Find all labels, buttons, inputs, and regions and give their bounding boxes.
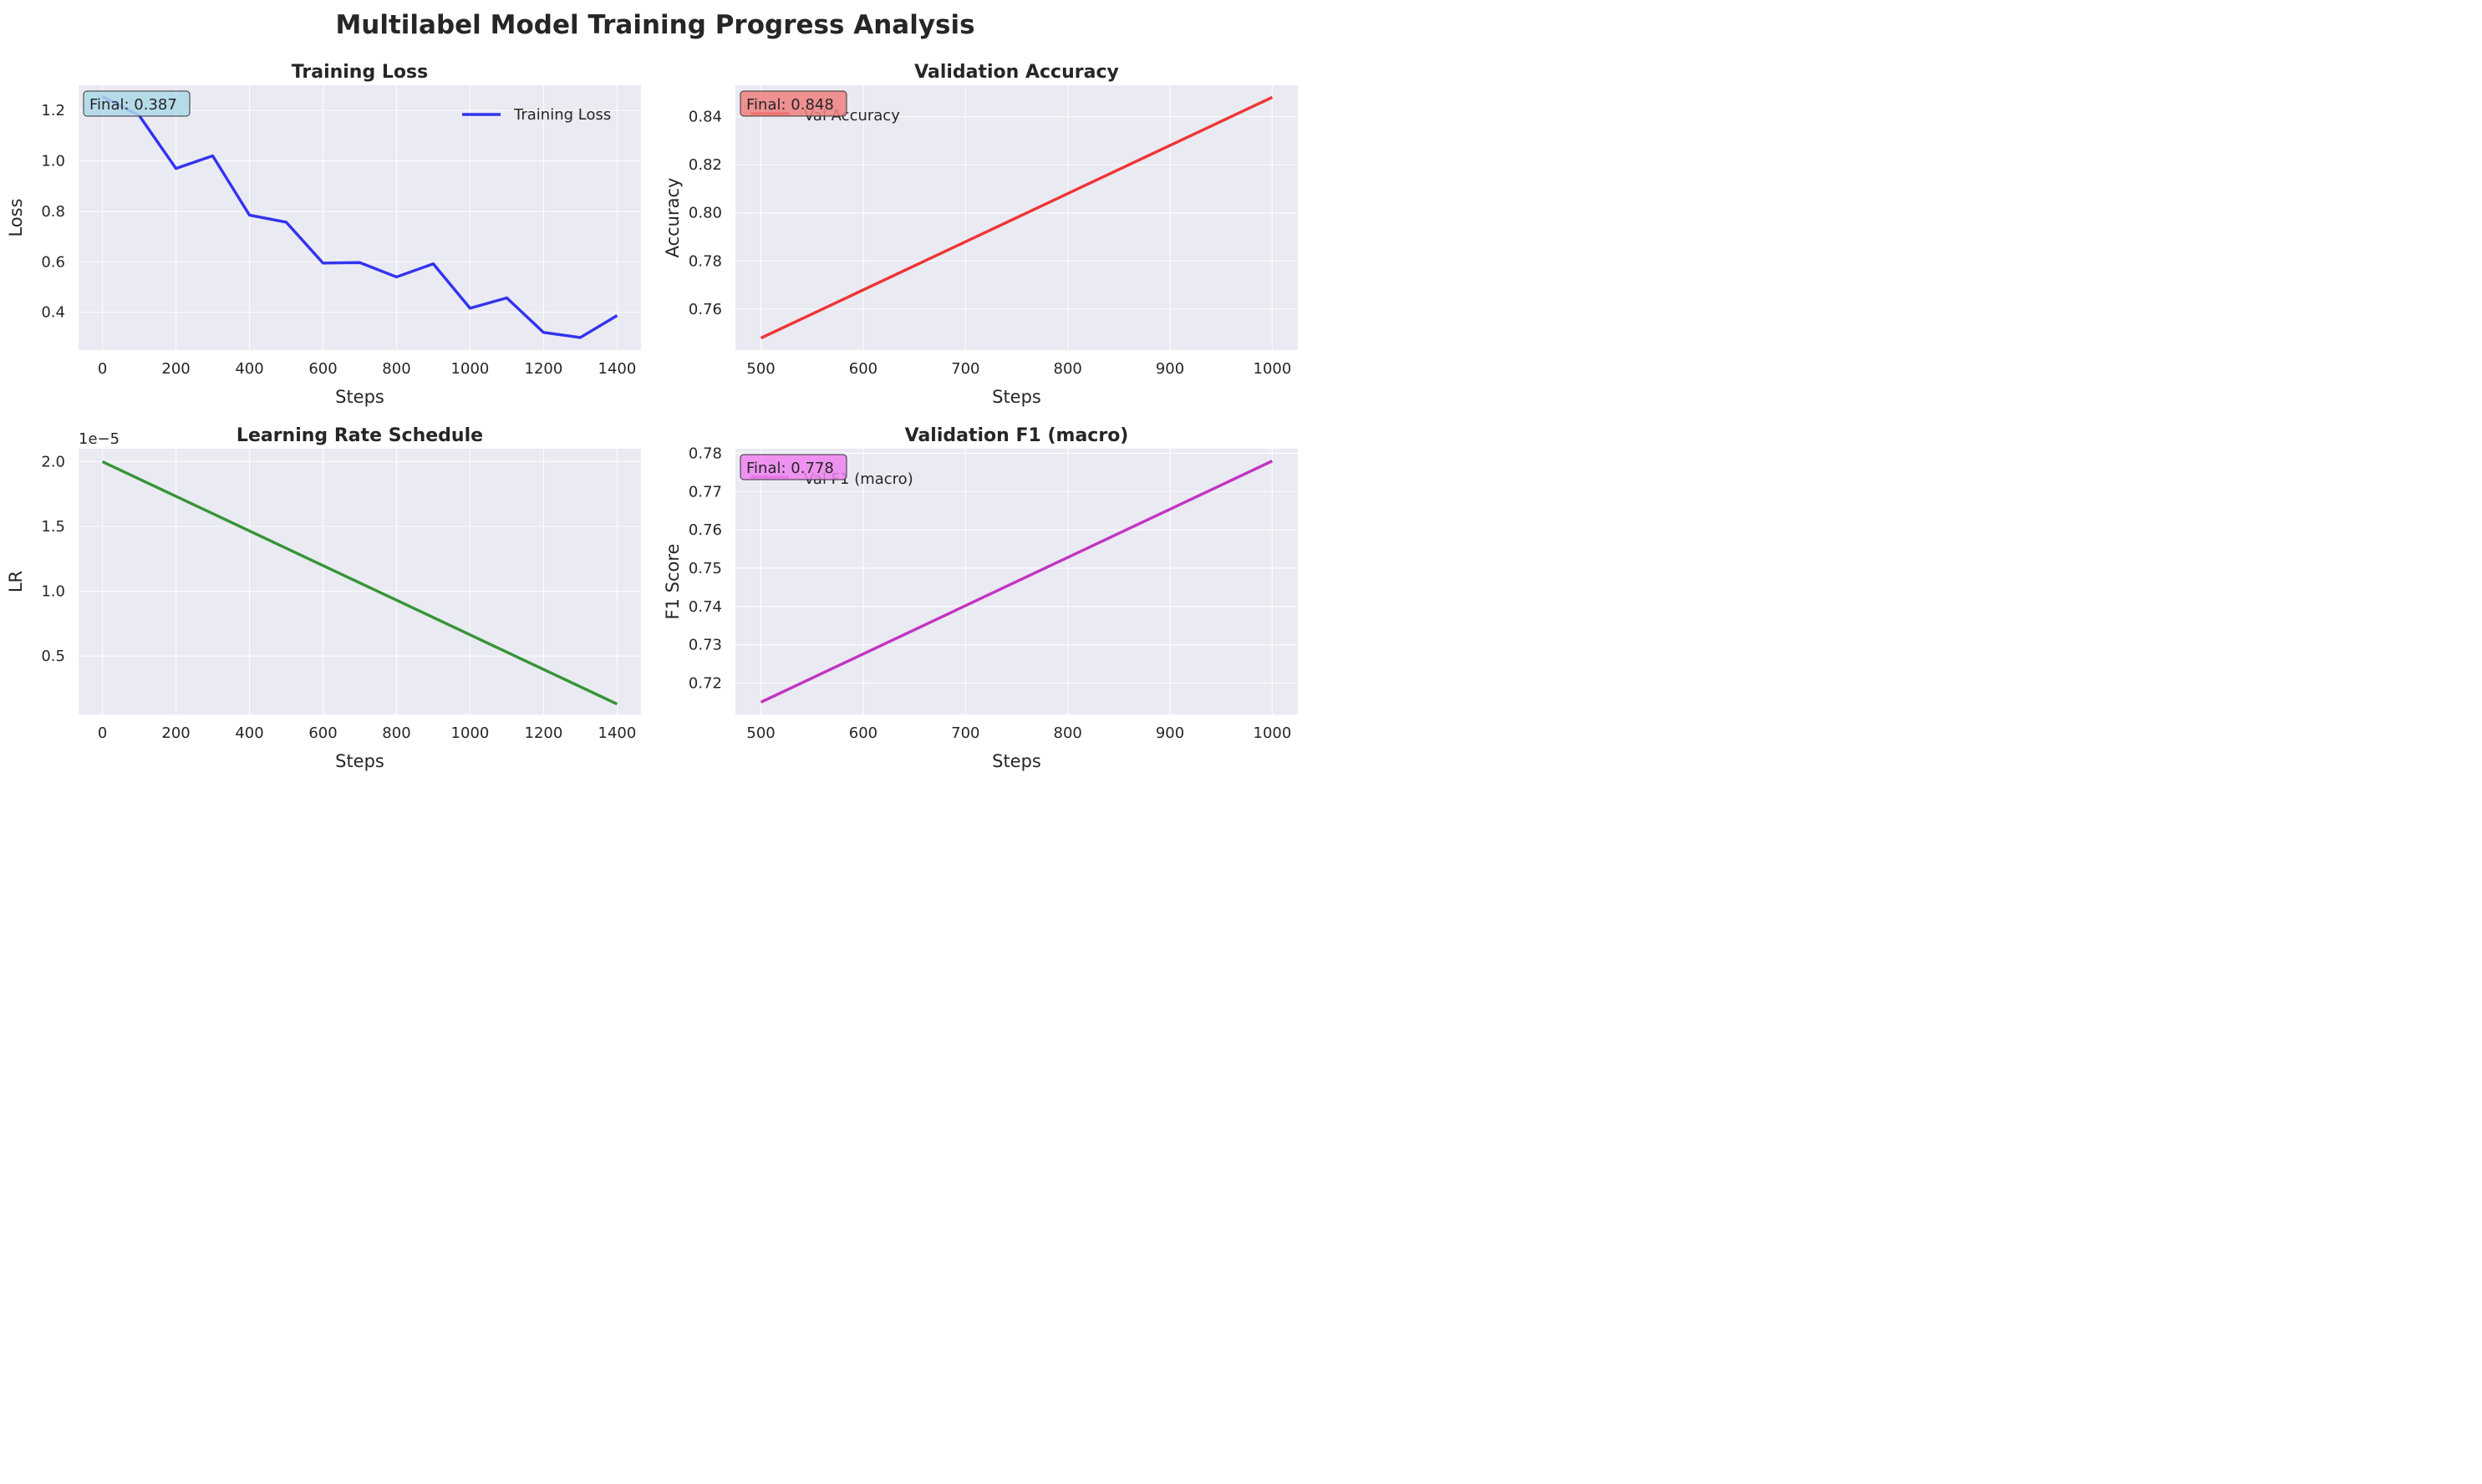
y-axis-label: Loss bbox=[6, 198, 26, 236]
legend: Training Loss bbox=[462, 106, 611, 124]
y-tick-label: 0.77 bbox=[689, 483, 722, 501]
subplot-title: Training Loss bbox=[292, 62, 428, 83]
y-tick-label: 1.0 bbox=[41, 153, 65, 170]
y-tick-label: 2.0 bbox=[41, 454, 65, 471]
y-tick-label: 1.0 bbox=[41, 583, 65, 601]
y-tick-label: 0.4 bbox=[41, 304, 65, 322]
y-tick-label: 0.72 bbox=[689, 674, 722, 692]
x-tick-label: 900 bbox=[1156, 724, 1184, 742]
subplots-grid: 0 200 400 600 800 1000 1200 1400 0.4 0.6 0.8 1.0 1.2… bbox=[6, 62, 1298, 771]
x-tick-label: 1000 bbox=[1254, 724, 1292, 742]
x-tick-label: 600 bbox=[849, 724, 877, 742]
x-tick-label: 1000 bbox=[451, 724, 490, 742]
y-tick-label: 1.2 bbox=[41, 102, 65, 119]
x-tick-label: 600 bbox=[849, 360, 877, 378]
subplot-title: Learning Rate Schedule bbox=[237, 425, 483, 446]
x-tick-label: 200 bbox=[161, 360, 190, 378]
y-tick-label: 0.6 bbox=[41, 253, 65, 271]
y-tick-label: 0.76 bbox=[689, 521, 722, 539]
y-tick-label: 0.78 bbox=[689, 252, 722, 270]
final-value-annotation: Final: 0.848 bbox=[740, 90, 847, 117]
x-tick-label: 1000 bbox=[451, 360, 490, 378]
plot-area bbox=[79, 85, 641, 350]
x-tick-label: 600 bbox=[308, 724, 337, 742]
gridlines bbox=[79, 449, 641, 714]
y-axis-label: Accuracy bbox=[663, 178, 683, 258]
subplot-title: Validation Accuracy bbox=[914, 62, 1119, 83]
final-value-annotation: Final: 0.387 bbox=[83, 90, 191, 117]
y-axis-label: F1 Score bbox=[663, 544, 683, 620]
gridlines bbox=[735, 85, 1298, 350]
x-tick-label: 1200 bbox=[525, 360, 563, 378]
series-line bbox=[101, 95, 618, 339]
figure-title: Multilabel Model Training Progress Analy… bbox=[335, 10, 974, 40]
x-tick-label: 800 bbox=[1054, 360, 1082, 378]
annotation-text: Final: 0.387 bbox=[89, 96, 177, 114]
annotation-box bbox=[740, 90, 847, 117]
figure-svg: Multilabel Model Training Progress Analy… bbox=[0, 0, 1310, 783]
annotation-box bbox=[740, 454, 847, 480]
x-tick-label: 1400 bbox=[598, 724, 637, 742]
subplot-1: 0 200 400 600 800 1000 1200 1400 0.4 0.6 0.8 1.0 1.2… bbox=[6, 62, 641, 407]
gridlines bbox=[735, 449, 1298, 714]
x-tick-label: 700 bbox=[951, 360, 979, 378]
x-axis-label: Steps bbox=[992, 387, 1041, 407]
y-tick-label: 0.5 bbox=[41, 648, 65, 665]
x-axis-label: Steps bbox=[335, 751, 384, 771]
y-tick-label: 0.84 bbox=[689, 108, 722, 125]
legend-label: Training Loss bbox=[513, 106, 611, 124]
y-tick-label: 0.75 bbox=[689, 560, 722, 577]
figure-canvas: Multilabel Model Training Progress Analy… bbox=[0, 0, 1310, 783]
annotation-text: Final: 0.778 bbox=[746, 460, 834, 477]
x-tick-label: 1200 bbox=[525, 724, 563, 742]
subplot-4: 500 600 700 800 900 1000 0.72 0.73 0.74 0.75 0.76 0… bbox=[663, 425, 1298, 771]
subplot-2: 500 600 700 800 900 1000 0.76 0.78 0.80 0.82 0.84 V… bbox=[663, 62, 1298, 407]
annotation-box bbox=[83, 90, 191, 117]
y-tick-label: 0.82 bbox=[689, 156, 722, 174]
annotation-text: Final: 0.848 bbox=[746, 96, 834, 114]
x-tick-label: 600 bbox=[308, 360, 337, 378]
x-tick-label: 500 bbox=[746, 360, 775, 378]
x-tick-label: 800 bbox=[382, 724, 410, 742]
x-tick-label: 500 bbox=[746, 724, 775, 742]
x-tick-label: 400 bbox=[235, 724, 263, 742]
subplot-title: Validation F1 (macro) bbox=[905, 425, 1129, 446]
x-axis-label: Steps bbox=[335, 387, 384, 407]
x-tick-label: 1000 bbox=[1254, 360, 1292, 378]
final-value-annotation: Final: 0.778 bbox=[740, 454, 847, 480]
x-tick-label: 400 bbox=[235, 360, 263, 378]
x-axis-label: Steps bbox=[992, 751, 1041, 771]
y-tick-label: 0.80 bbox=[689, 205, 722, 222]
x-tick-label: 800 bbox=[382, 360, 410, 378]
y-tick-label: 0.8 bbox=[41, 203, 65, 221]
y-offset-label: 1e−5 bbox=[79, 430, 120, 448]
y-axis-label: LR bbox=[6, 571, 26, 592]
x-tick-label: 900 bbox=[1156, 360, 1184, 378]
x-tick-label: 1400 bbox=[598, 360, 637, 378]
y-tick-label: 1.5 bbox=[41, 518, 65, 536]
y-tick-label: 0.78 bbox=[689, 445, 722, 462]
subplot-3: 0 200 400 600 800 1000 1200 1400 0.5 1.0 1.5 2.0 Lea… bbox=[6, 425, 641, 771]
y-tick-label: 0.74 bbox=[689, 598, 722, 616]
series-line bbox=[760, 95, 1274, 340]
x-tick-label: 800 bbox=[1054, 724, 1082, 742]
y-tick-label: 0.73 bbox=[689, 637, 722, 654]
x-tick-label: 0 bbox=[98, 360, 107, 378]
y-tick-label: 0.76 bbox=[689, 301, 722, 318]
x-tick-label: 0 bbox=[98, 724, 107, 742]
x-tick-label: 700 bbox=[951, 724, 979, 742]
x-tick-label: 200 bbox=[161, 724, 190, 742]
series-line bbox=[101, 460, 618, 706]
series-line bbox=[760, 460, 1274, 704]
